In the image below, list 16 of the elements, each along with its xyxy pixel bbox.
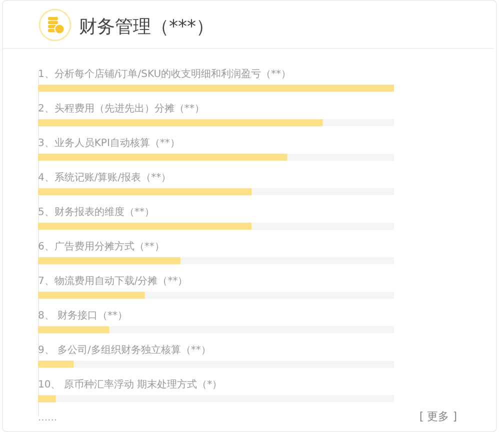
y-tick-label: 1、分析每个店铺/订单/SKU的收支明细和利润盈亏（**） xyxy=(38,68,292,80)
y-tick-label: 7、物流费用自动下载/分摊（**） xyxy=(38,274,188,287)
annotation: ...... xyxy=(38,412,58,424)
chart-title: 财务管理（***） xyxy=(79,16,214,38)
y-tick-label: 9、 多公司/多组织财务独立核算（**） xyxy=(38,344,211,356)
y-tick-label: 5、财务报表的维度（**） xyxy=(38,206,154,218)
y-tick-label: 2、头程费用（先进先出）分摊（**） xyxy=(38,102,204,114)
y-tick-label: 10、 原币种汇率浮动 期末处理方式（*） xyxy=(38,378,222,390)
bar xyxy=(38,326,110,334)
y-tick-label: 6、广告费用分摊方式（**） xyxy=(38,240,164,252)
text: [ 更多 ] xyxy=(419,410,457,423)
bar xyxy=(38,360,74,368)
y-tick-label: 3、业务人员KPI自动核算（**） xyxy=(38,136,180,149)
y-tick-label: 4、系统记账/算账/报表（**） xyxy=(38,171,172,184)
bar xyxy=(38,395,56,402)
y-tick-label: 8、 财务接口（**） xyxy=(38,309,128,322)
